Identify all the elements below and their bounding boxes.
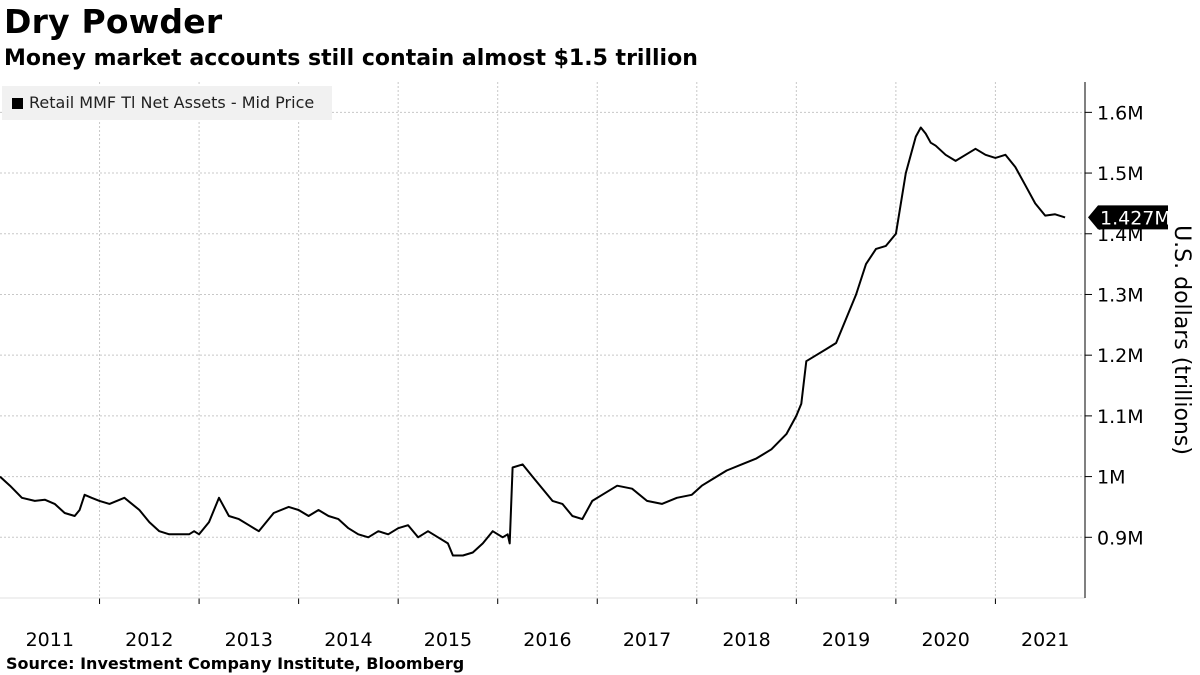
chart-title: Dry Powder [4,2,223,41]
y-tick-label: 1M [1097,467,1125,489]
x-tick-label: 2014 [324,629,372,651]
x-tick-label: 2011 [26,629,74,651]
y-tick-label: 1.1M [1097,406,1144,428]
x-tick-label: 2021 [1021,629,1069,651]
x-tick-label: 2018 [722,629,770,651]
x-tick-label: 2020 [921,629,969,651]
legend-label: Retail MMF Tl Net Assets - Mid Price [29,93,315,112]
x-tick-label: 2012 [125,629,173,651]
last-value-label: 1.427M [1100,207,1171,229]
legend-swatch [12,98,23,109]
y-axis-title: U.S. dollars (trillions) [1169,225,1194,455]
series-line [0,126,1066,557]
chart-subtitle: Money market accounts still contain almo… [4,46,698,71]
x-tick-label: 2015 [424,629,472,651]
y-tick-label: 1.3M [1097,284,1144,306]
x-tick-label: 2019 [822,629,870,651]
x-axis: 2011 2012 2013 2014 2015 2016 2017 2018 2019 2020… [0,597,1085,651]
y-tick-label: 1.6M [1097,102,1144,124]
last-value-box [1088,205,1168,230]
x-tick-label: 2016 [523,629,571,651]
legend: Retail MMF Tl Net Assets - Mid Price [2,86,332,120]
source-note: Source: Investment Company Institute, Bl… [6,654,465,673]
gridlines [0,82,1085,598]
last-value-marker: 1.427M [1088,205,1171,230]
x-tick-label: 2013 [225,629,273,651]
y-tick-label: 0.9M [1097,527,1144,549]
y-tick-label: 1.5M [1097,163,1144,185]
y-tick-label: 1.2M [1097,345,1144,367]
x-tick-label: 2017 [623,629,671,651]
